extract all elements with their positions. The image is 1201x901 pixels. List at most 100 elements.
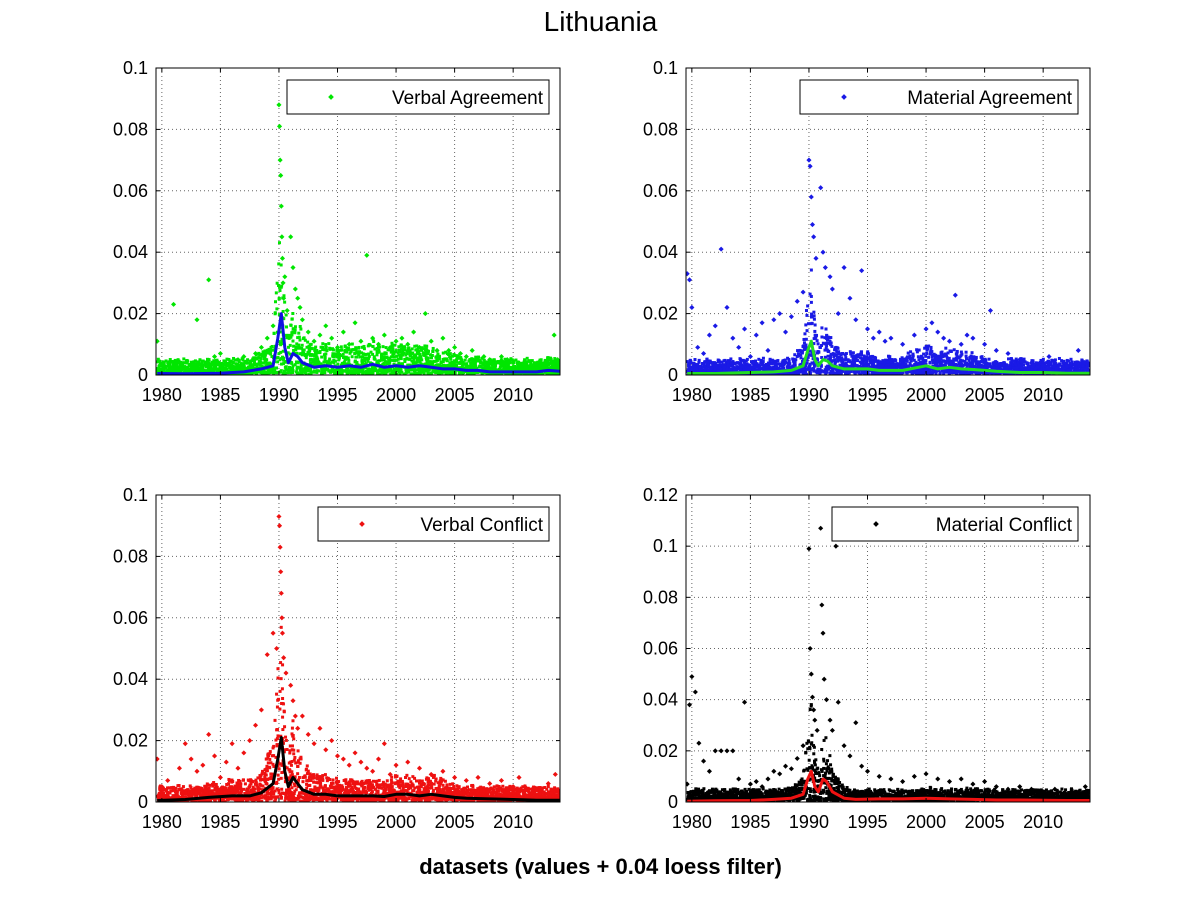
cloud-point xyxy=(988,362,992,366)
cloud-point xyxy=(917,358,921,362)
cloud-point xyxy=(771,366,775,370)
cloud-point xyxy=(745,373,749,375)
cloud-point xyxy=(795,354,799,358)
cloud-point xyxy=(514,358,518,362)
cloud-point xyxy=(972,355,976,359)
cloud-point xyxy=(312,354,316,358)
cloud-point xyxy=(817,369,821,373)
cloud-point xyxy=(802,341,806,345)
data-point xyxy=(522,360,528,366)
cloud-point xyxy=(432,370,436,374)
cloud-point xyxy=(925,348,929,352)
cloud-point xyxy=(502,361,506,365)
data-point xyxy=(422,311,428,317)
data-point xyxy=(487,357,493,363)
cloud-point xyxy=(300,343,304,347)
cloud-point xyxy=(759,361,763,365)
cloud-point xyxy=(831,352,835,356)
cloud-point xyxy=(459,357,463,361)
cloud-point xyxy=(435,369,439,373)
cloud-point xyxy=(291,339,295,343)
cloud-point xyxy=(347,358,351,362)
cloud-point xyxy=(376,371,380,375)
cloud-point xyxy=(970,365,974,369)
cloud-point xyxy=(420,358,424,362)
cloud-point xyxy=(829,336,833,340)
cloud-point xyxy=(192,360,196,364)
cloud-point xyxy=(308,368,312,372)
cloud-point xyxy=(438,354,442,358)
cloud-point xyxy=(791,359,795,363)
cloud-point xyxy=(258,353,262,357)
cloud-point xyxy=(281,309,285,313)
data-point xyxy=(416,344,423,350)
cloud-point xyxy=(361,358,365,362)
cloud-point xyxy=(358,350,362,354)
cloud-point xyxy=(161,360,165,364)
cloud-point xyxy=(804,323,808,327)
cloud-point xyxy=(895,364,899,368)
cloud-point xyxy=(837,352,841,356)
cloud-point xyxy=(465,371,469,375)
cloud-point xyxy=(505,366,509,370)
cloud-point xyxy=(299,370,303,374)
cloud-point xyxy=(448,355,452,359)
cloud-point xyxy=(1013,364,1017,368)
cloud-point xyxy=(729,367,733,371)
cloud-point xyxy=(379,367,383,371)
cloud-point xyxy=(367,342,371,346)
cloud-point xyxy=(944,370,948,374)
cloud-point xyxy=(1017,362,1021,366)
y-tick-label: 0 xyxy=(138,365,148,385)
cloud-point xyxy=(378,359,382,363)
cloud-point xyxy=(784,360,788,364)
cloud-point xyxy=(930,358,934,362)
cloud-point xyxy=(928,360,932,364)
cloud-point xyxy=(227,357,231,361)
cloud-point xyxy=(510,358,514,362)
cloud-point xyxy=(435,358,439,362)
cloud-point xyxy=(1049,361,1053,365)
cloud-point xyxy=(543,365,547,369)
data-point xyxy=(555,357,560,363)
cloud-point xyxy=(768,366,772,370)
cloud-point xyxy=(778,364,782,368)
cloud-point xyxy=(786,356,790,360)
cloud-point xyxy=(812,364,816,368)
cloud-point xyxy=(246,367,250,371)
y-tick-label: 0.1 xyxy=(123,58,148,78)
cloud-point xyxy=(750,360,754,364)
cloud-point xyxy=(960,365,964,369)
cloud-point xyxy=(315,370,319,374)
cloud-point xyxy=(310,347,314,351)
cloud-point xyxy=(355,351,359,355)
cloud-point xyxy=(689,361,693,365)
data-point xyxy=(159,363,165,369)
cloud-point xyxy=(474,370,478,374)
cloud-point xyxy=(395,354,399,358)
cloud-point xyxy=(721,363,725,367)
cloud-point xyxy=(296,372,300,375)
data-point xyxy=(194,317,200,323)
cloud-point xyxy=(392,362,396,366)
cloud-point xyxy=(301,337,305,341)
cloud-point xyxy=(839,353,843,357)
cloud-point xyxy=(396,357,400,361)
cloud-point xyxy=(537,360,541,364)
cloud-point xyxy=(804,337,808,341)
cloud-point xyxy=(1030,365,1034,369)
cloud-point xyxy=(952,348,956,352)
y-tick-label: 0.06 xyxy=(113,181,148,201)
cloud-point xyxy=(420,346,424,350)
cloud-point xyxy=(952,358,956,362)
data-point xyxy=(551,332,557,338)
cloud-point xyxy=(829,369,833,373)
cloud-point xyxy=(965,364,969,368)
cloud-point xyxy=(977,363,981,367)
cloud-point xyxy=(455,363,459,367)
cloud-point xyxy=(743,362,747,366)
cloud-point xyxy=(488,366,492,370)
data-point xyxy=(481,354,487,360)
cloud-point xyxy=(232,365,236,369)
cloud-point xyxy=(401,345,405,349)
